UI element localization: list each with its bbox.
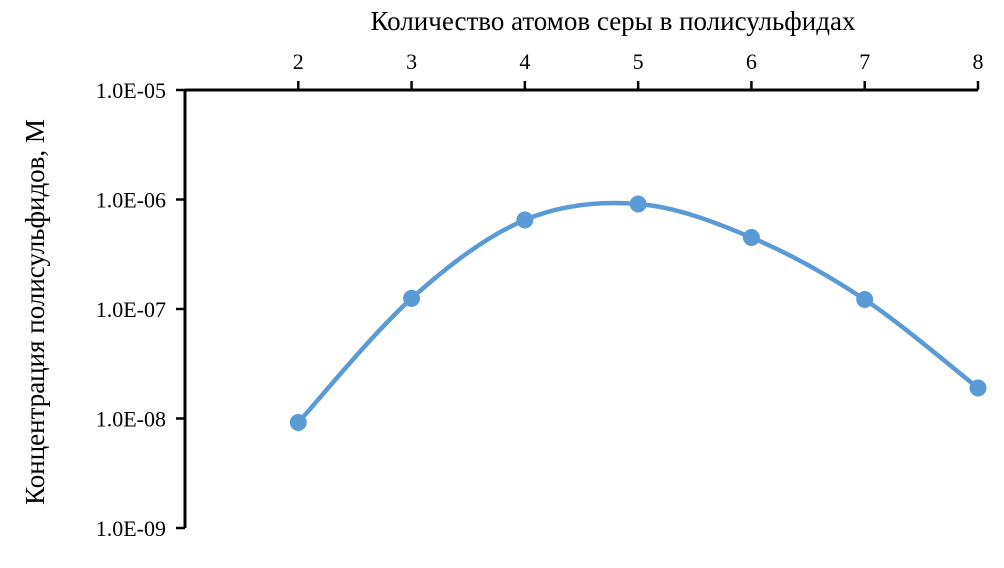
x-tick-label: 6 — [746, 49, 757, 74]
data-point — [403, 289, 421, 307]
data-point — [742, 228, 760, 246]
x-tick-label: 4 — [519, 49, 530, 74]
series-line — [296, 200, 980, 424]
y-axis-title: Концентрация полисульфидов, М — [20, 119, 50, 505]
x-axis-title: Количество атомов серы в полисульфидах — [371, 6, 856, 36]
y-tick-label: 1.0E-09 — [96, 516, 166, 541]
x-tick-label: 7 — [859, 49, 870, 74]
x-tick-label: 5 — [633, 49, 644, 74]
y-tick-label: 1.0E-05 — [96, 78, 166, 103]
y-tick-label: 1.0E-06 — [96, 188, 166, 213]
data-point — [856, 291, 874, 309]
data-point — [516, 211, 534, 229]
y-tick-label: 1.0E-07 — [96, 297, 166, 322]
x-tick-label: 8 — [973, 49, 984, 74]
y-tick-label: 1.0E-08 — [96, 407, 166, 432]
data-point — [289, 413, 307, 431]
data-point — [629, 195, 647, 213]
data-point — [969, 379, 987, 397]
x-tick-label: 3 — [406, 49, 417, 74]
x-tick-label: 2 — [293, 49, 304, 74]
